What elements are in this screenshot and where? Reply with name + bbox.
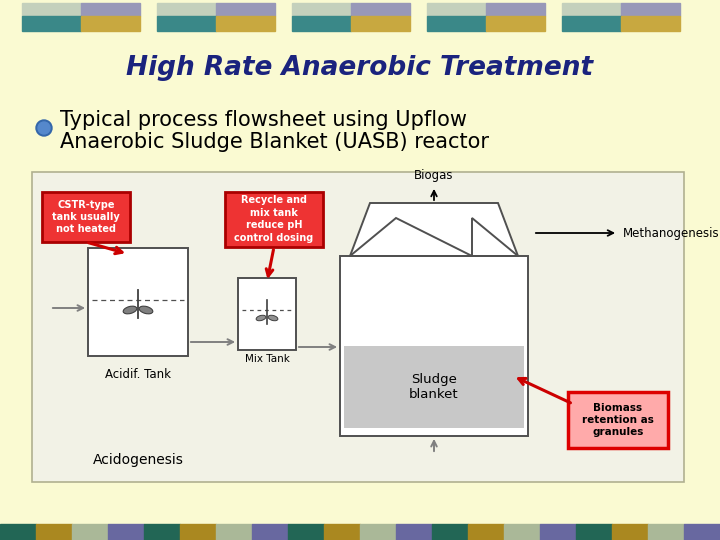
- Text: Methanogenesis: Methanogenesis: [623, 226, 719, 240]
- Bar: [216, 524, 252, 540]
- Bar: [22, 16, 81, 31]
- Bar: [157, 16, 216, 31]
- Bar: [81, 16, 140, 31]
- Bar: [72, 524, 108, 540]
- Text: Biogas: Biogas: [414, 169, 454, 182]
- Polygon shape: [350, 203, 518, 256]
- Bar: [648, 524, 684, 540]
- Bar: [486, 3, 545, 16]
- Bar: [612, 524, 648, 540]
- Bar: [32, 172, 684, 482]
- Bar: [562, 3, 621, 16]
- Circle shape: [36, 120, 52, 136]
- Bar: [427, 3, 486, 16]
- Bar: [88, 248, 188, 356]
- Ellipse shape: [123, 306, 137, 314]
- Bar: [621, 3, 680, 16]
- Bar: [157, 3, 216, 16]
- Bar: [360, 524, 396, 540]
- Ellipse shape: [139, 306, 153, 314]
- Text: Anaerobic Sludge Blanket (UASB) reactor: Anaerobic Sludge Blanket (UASB) reactor: [60, 132, 489, 152]
- Bar: [684, 524, 720, 540]
- Bar: [288, 524, 324, 540]
- Bar: [396, 524, 432, 540]
- Bar: [42, 192, 130, 242]
- Text: Sludge
blanket: Sludge blanket: [409, 373, 459, 401]
- Bar: [427, 16, 486, 31]
- Bar: [0, 524, 36, 540]
- Bar: [562, 16, 621, 31]
- Text: High Rate Anaerobic Treatment: High Rate Anaerobic Treatment: [127, 55, 593, 81]
- Bar: [216, 3, 275, 16]
- Circle shape: [38, 122, 50, 134]
- Bar: [144, 524, 180, 540]
- Bar: [568, 392, 668, 448]
- Bar: [225, 192, 323, 247]
- Bar: [108, 524, 144, 540]
- Text: Mix Tank: Mix Tank: [245, 354, 289, 364]
- Bar: [292, 16, 351, 31]
- Text: Acidif. Tank: Acidif. Tank: [105, 368, 171, 381]
- Bar: [504, 524, 540, 540]
- Text: CSTR-type
tank usually
not heated: CSTR-type tank usually not heated: [52, 200, 120, 234]
- Bar: [576, 524, 612, 540]
- Bar: [540, 524, 576, 540]
- Bar: [252, 524, 288, 540]
- Bar: [292, 3, 351, 16]
- Text: Typical process flowsheet using Upflow: Typical process flowsheet using Upflow: [60, 110, 467, 130]
- Bar: [238, 278, 296, 350]
- Bar: [340, 256, 528, 436]
- Ellipse shape: [268, 315, 278, 321]
- Text: Recycle and
mix tank
reduce pH
control dosing: Recycle and mix tank reduce pH control d…: [235, 195, 314, 242]
- Bar: [468, 524, 504, 540]
- Text: Acidogenesis: Acidogenesis: [93, 453, 184, 467]
- Bar: [22, 3, 81, 16]
- Bar: [324, 524, 360, 540]
- Bar: [36, 524, 72, 540]
- Bar: [351, 3, 410, 16]
- Bar: [81, 3, 140, 16]
- Bar: [621, 16, 680, 31]
- Bar: [344, 346, 524, 428]
- Bar: [432, 524, 468, 540]
- Bar: [486, 16, 545, 31]
- Bar: [351, 16, 410, 31]
- Ellipse shape: [256, 315, 266, 321]
- Text: Biomass
retention as
granules: Biomass retention as granules: [582, 403, 654, 437]
- Bar: [180, 524, 216, 540]
- Bar: [216, 16, 275, 31]
